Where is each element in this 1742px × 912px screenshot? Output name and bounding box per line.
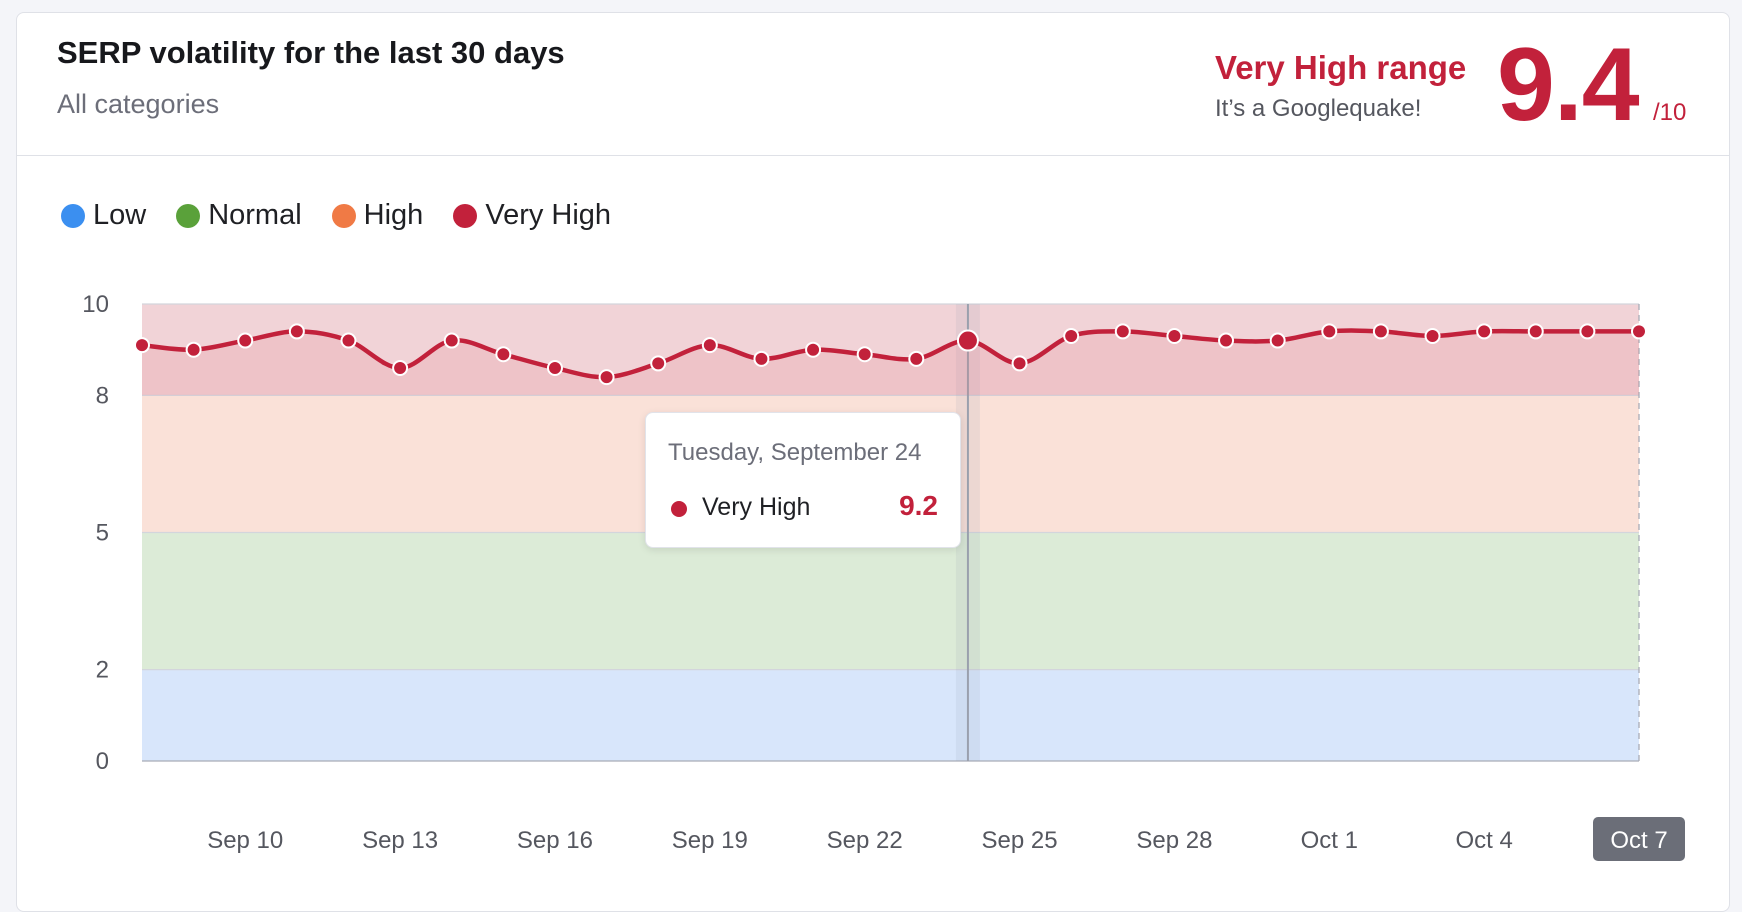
legend-dot-high bbox=[331, 203, 356, 228]
data-point bbox=[598, 369, 615, 386]
x-tick-label: Sep 22 bbox=[827, 827, 903, 854]
data-point bbox=[1631, 323, 1647, 340]
legend-item-high[interactable]: High bbox=[331, 199, 424, 232]
tooltip-date: Tuesday, September 24 bbox=[668, 439, 922, 466]
data-point bbox=[1166, 327, 1183, 344]
data-point bbox=[908, 350, 925, 367]
y-tick-label: 10 bbox=[82, 291, 109, 318]
data-point bbox=[1218, 332, 1235, 349]
card-header: SERP volatility for the last 30 days All… bbox=[17, 13, 1729, 156]
tooltip-series-name: Very High bbox=[702, 493, 811, 521]
legend-label-high: High bbox=[363, 199, 424, 231]
x-tick-label: Sep 25 bbox=[982, 827, 1058, 854]
x-tick-label: Sep 28 bbox=[1136, 827, 1212, 854]
x-tick-label: Sep 16 bbox=[517, 827, 593, 854]
data-point bbox=[237, 332, 254, 349]
data-point bbox=[701, 337, 718, 354]
data-point bbox=[340, 332, 357, 349]
x-tick-badge bbox=[1593, 817, 1685, 861]
legend-item-low[interactable]: Low bbox=[61, 199, 146, 232]
x-tick-label: Oct 1 bbox=[1301, 827, 1358, 854]
data-point bbox=[1114, 323, 1131, 340]
legend-dot-very-high bbox=[453, 203, 478, 228]
chart-tooltip: Tuesday, September 24 Very High 9.2 bbox=[645, 412, 961, 548]
chart-legend: Low Normal High Very High bbox=[61, 199, 611, 232]
band-very-high bbox=[142, 304, 1639, 396]
legend-item-normal[interactable]: Normal bbox=[176, 199, 302, 232]
legend-item-very-high[interactable]: Very High bbox=[453, 199, 611, 232]
volatility-score: 9.4 bbox=[1497, 27, 1640, 143]
legend-label-normal: Normal bbox=[208, 199, 302, 231]
data-point bbox=[1424, 327, 1441, 344]
data-point bbox=[443, 332, 460, 349]
data-point bbox=[1063, 327, 1080, 344]
data-point bbox=[495, 346, 512, 363]
data-point bbox=[1011, 355, 1028, 372]
data-point bbox=[1527, 323, 1544, 340]
x-tick-label: Oct 7 bbox=[1610, 827, 1667, 854]
band-normal bbox=[142, 532, 1639, 670]
legend-dot-normal bbox=[176, 203, 201, 228]
x-tick-label: Oct 4 bbox=[1455, 827, 1512, 854]
tooltip-series-dot bbox=[671, 501, 687, 517]
y-tick-label: 2 bbox=[96, 657, 109, 684]
series-area bbox=[142, 330, 1639, 396]
data-point bbox=[753, 350, 770, 367]
tooltip-value: 9.2 bbox=[899, 490, 938, 521]
data-point bbox=[1269, 332, 1286, 349]
hovered-data-point bbox=[956, 329, 979, 352]
data-point bbox=[650, 355, 667, 372]
data-point bbox=[546, 359, 563, 376]
range-description: It’s a Googlequake! bbox=[1215, 95, 1422, 122]
data-point bbox=[805, 341, 822, 358]
data-point bbox=[185, 341, 202, 358]
legend-label-low: Low bbox=[93, 199, 147, 231]
data-point bbox=[288, 323, 305, 340]
card-title: SERP volatility for the last 30 days bbox=[57, 35, 565, 70]
range-label: Very High range bbox=[1215, 49, 1467, 86]
legend-label-very-high: Very High bbox=[485, 199, 612, 231]
y-tick-label: 0 bbox=[96, 748, 109, 775]
x-tick-label: Sep 10 bbox=[207, 827, 283, 854]
data-point bbox=[134, 337, 150, 354]
y-tick-label: 5 bbox=[96, 520, 109, 547]
band-low bbox=[142, 669, 1639, 761]
x-tick-label: Sep 19 bbox=[672, 827, 748, 854]
data-point bbox=[1476, 323, 1493, 340]
data-point bbox=[1321, 323, 1338, 340]
score-max: /10 bbox=[1653, 99, 1687, 126]
legend-dot-low bbox=[61, 203, 85, 228]
y-tick-label: 8 bbox=[96, 382, 109, 409]
data-point bbox=[1372, 323, 1389, 340]
serp-volatility-card: SERP volatility for the last 30 days All… bbox=[16, 12, 1730, 912]
data-point bbox=[856, 346, 873, 363]
x-tick-label: Sep 13 bbox=[362, 827, 438, 854]
data-point bbox=[392, 359, 409, 376]
category-subtitle: All categories bbox=[57, 89, 220, 119]
data-point bbox=[1579, 323, 1596, 340]
